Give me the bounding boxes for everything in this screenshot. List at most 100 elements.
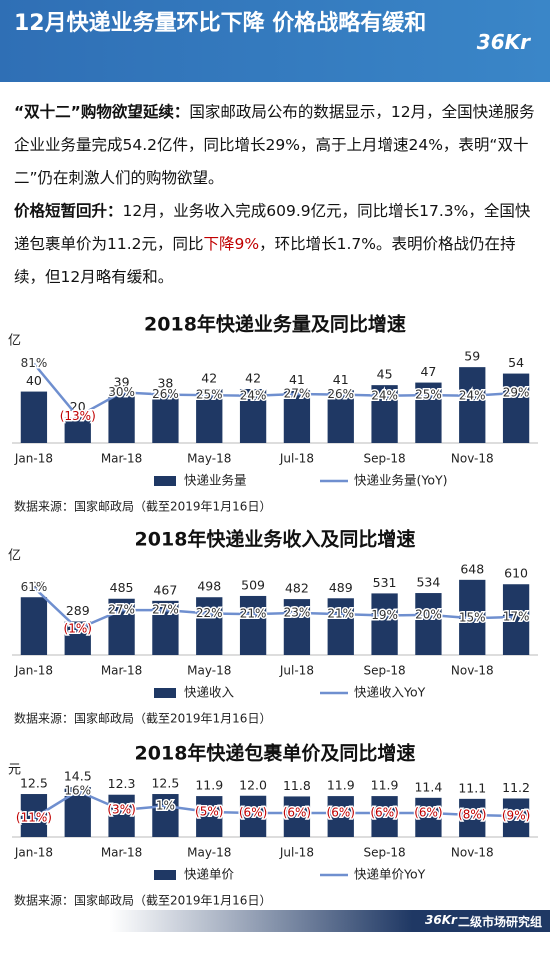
line-label: (1%) <box>64 621 92 635</box>
bar <box>283 796 311 837</box>
line-label: 21% <box>327 607 354 621</box>
bar <box>196 597 223 655</box>
x-tick-label: Jul-18 <box>279 452 314 466</box>
line-label: 25% <box>196 388 223 402</box>
bar <box>371 796 398 837</box>
x-tick-label: May-18 <box>187 846 231 860</box>
header-title: 12月快递业务量环比下降 价格战略有缓和 <box>14 11 427 36</box>
bar <box>108 598 135 655</box>
bar <box>415 593 442 655</box>
line-label: (3%) <box>107 803 135 817</box>
bar-label: 11.9 <box>327 778 355 793</box>
bar <box>239 389 267 443</box>
bar <box>327 598 354 655</box>
bar <box>196 796 223 837</box>
line <box>33 586 517 631</box>
bar <box>327 390 354 443</box>
bar-label: 12.0 <box>239 777 267 792</box>
line-label: 17% <box>503 609 530 623</box>
line-label: (5%) <box>195 805 223 819</box>
paragraph: “双十二”购物欲望延续：国家邮政局公布的数据显示，12月，全国快递服务企业业务量… <box>14 96 539 195</box>
line <box>32 362 517 419</box>
source: 数据来源：国家邮政局（截至2019年1月16日） <box>14 711 271 726</box>
line-label: 24% <box>371 388 398 402</box>
line-label: 22% <box>196 606 223 620</box>
bar-label: 467 <box>153 582 177 597</box>
bar-label: 47 <box>420 364 436 379</box>
bar-label: 482 <box>285 581 309 596</box>
bar <box>196 389 223 443</box>
footer-text: 二级市场研究组 <box>458 915 543 929</box>
bar-label: 498 <box>197 579 221 594</box>
legend-label: 快递业务量(YoY) <box>354 473 448 488</box>
x-tick-label: Sep-18 <box>363 846 405 860</box>
bar <box>20 794 48 837</box>
bar <box>371 593 398 655</box>
line-label: 1% <box>156 799 175 813</box>
bar-label: 39 <box>114 374 130 389</box>
logo: 36Kr <box>476 30 530 54</box>
x-tick-label: Sep-18 <box>363 664 405 678</box>
x-tick-label: Mar-18 <box>101 846 142 860</box>
line-label: 20% <box>415 607 442 621</box>
x-tick-label: Sep-18 <box>363 452 405 466</box>
x-tick-label: Jan-18 <box>14 452 53 466</box>
body: 12月，业务收入完成609.9亿元，同比增长17.3%，全国快递包裹单价为11.… <box>14 202 531 253</box>
x-tick-label: Jan-18 <box>14 846 53 860</box>
body: ，环比增长1.7%。表明价格战仍在持续，但12月略有缓和。 <box>14 235 516 286</box>
bar <box>152 394 179 443</box>
x-tick-label: Mar-18 <box>101 664 142 678</box>
line-label: (9%) <box>502 809 530 823</box>
legend-label: 快递收入YoY <box>354 685 426 700</box>
bar-label: 610 <box>504 566 528 581</box>
bar-label: 14.5 <box>64 769 92 784</box>
line-label: 27% <box>108 603 135 617</box>
bar <box>283 390 311 443</box>
bar <box>502 798 530 837</box>
x-tick-label: Jan-18 <box>14 664 53 678</box>
bar <box>415 797 442 837</box>
legend-label: 快递单价 <box>184 867 235 882</box>
line-label: 26% <box>152 387 179 401</box>
bar <box>152 794 179 837</box>
bar-label: 11.9 <box>195 778 223 793</box>
chart-title: 2018年快递业务量及同比增速 <box>144 313 406 336</box>
bar-label: 11.4 <box>414 779 442 794</box>
bar <box>239 795 267 837</box>
bar-label: 11.1 <box>458 780 486 795</box>
bar <box>108 794 135 837</box>
highlight: 下降9% <box>203 235 260 253</box>
bar-label: 45 <box>377 367 393 382</box>
legend-swatch <box>154 476 176 486</box>
source: 数据来源：国家邮政局（截至2019年1月16日） <box>14 893 271 908</box>
unit-label: 亿 <box>8 549 21 564</box>
bar-label: 509 <box>241 577 265 592</box>
line-label: 19% <box>371 608 398 622</box>
bar-label: 59 <box>464 349 480 364</box>
line-label: 23% <box>284 605 311 619</box>
line-label: (6%) <box>239 806 267 820</box>
line-label: 27% <box>152 603 179 617</box>
bar <box>64 621 91 655</box>
bar-label: 11.2 <box>502 780 530 795</box>
bar-label: 534 <box>416 575 440 590</box>
bar <box>64 417 91 443</box>
header: 12月快递业务量环比下降 价格战略有缓和 36Kr <box>0 0 550 82</box>
line-label: (13%) <box>60 409 96 423</box>
x-tick-label: Nov-18 <box>451 452 494 466</box>
unit-label: 元 <box>8 763 21 778</box>
line-label: 27% <box>284 387 311 401</box>
legend-swatch <box>154 870 176 880</box>
bar-label: 42 <box>201 371 217 386</box>
bar-label: 531 <box>373 575 397 590</box>
unit-label: 亿 <box>8 334 21 349</box>
line-label: 29% <box>503 385 530 399</box>
bar-label: 40 <box>26 373 42 388</box>
legend-label: 快递单价YoY <box>354 867 426 882</box>
bar <box>502 584 530 655</box>
line-label: (11%) <box>16 811 52 825</box>
line-label: (6%) <box>414 806 442 820</box>
